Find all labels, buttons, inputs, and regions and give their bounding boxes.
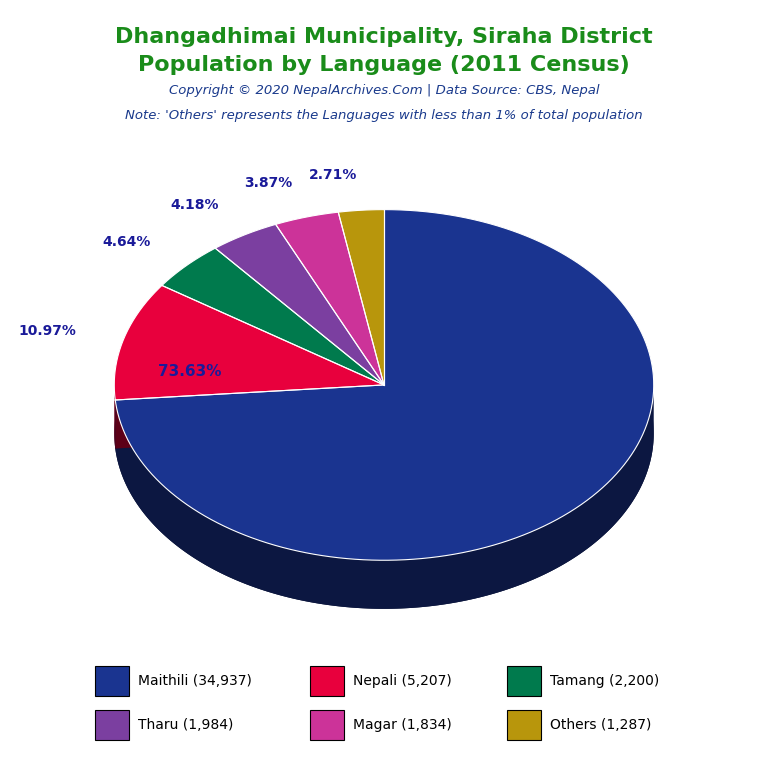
Polygon shape bbox=[114, 385, 115, 449]
Text: Note: 'Others' represents the Languages with less than 1% of total population: Note: 'Others' represents the Languages … bbox=[125, 109, 643, 122]
Polygon shape bbox=[115, 385, 384, 449]
Polygon shape bbox=[114, 286, 384, 400]
Text: Copyright © 2020 NepalArchives.Com | Data Source: CBS, Nepal: Copyright © 2020 NepalArchives.Com | Dat… bbox=[169, 84, 599, 97]
Text: Nepali (5,207): Nepali (5,207) bbox=[353, 674, 452, 688]
Text: Maithili (34,937): Maithili (34,937) bbox=[138, 674, 252, 688]
Bar bbox=[310, 710, 344, 740]
Bar bbox=[95, 666, 129, 696]
Polygon shape bbox=[115, 386, 654, 609]
Polygon shape bbox=[162, 248, 384, 385]
Polygon shape bbox=[215, 224, 384, 385]
Text: Tharu (1,984): Tharu (1,984) bbox=[138, 717, 233, 732]
Text: Others (1,287): Others (1,287) bbox=[550, 717, 651, 732]
Text: Magar (1,834): Magar (1,834) bbox=[353, 717, 452, 732]
Polygon shape bbox=[338, 210, 384, 385]
Bar bbox=[95, 710, 129, 740]
Text: 4.18%: 4.18% bbox=[170, 198, 219, 212]
Text: Dhangadhimai Municipality, Siraha District: Dhangadhimai Municipality, Siraha Distri… bbox=[115, 27, 653, 47]
Polygon shape bbox=[115, 210, 654, 561]
Bar bbox=[310, 666, 344, 696]
Text: 4.64%: 4.64% bbox=[103, 235, 151, 249]
Text: 10.97%: 10.97% bbox=[18, 324, 76, 338]
Polygon shape bbox=[276, 212, 384, 385]
Text: Population by Language (2011 Census): Population by Language (2011 Census) bbox=[138, 55, 630, 75]
Polygon shape bbox=[115, 385, 384, 449]
Bar bbox=[507, 710, 541, 740]
Text: Tamang (2,200): Tamang (2,200) bbox=[550, 674, 659, 688]
Text: 3.87%: 3.87% bbox=[244, 177, 293, 190]
Polygon shape bbox=[114, 258, 654, 609]
Text: 73.63%: 73.63% bbox=[158, 364, 221, 379]
Bar bbox=[507, 666, 541, 696]
Text: 2.71%: 2.71% bbox=[309, 168, 357, 182]
